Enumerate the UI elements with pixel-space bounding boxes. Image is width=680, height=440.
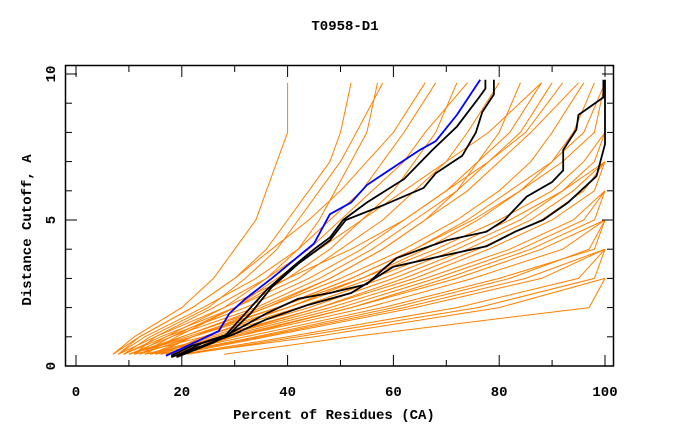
- series-line-highlight-2: [176, 79, 495, 357]
- y-tick-label: 5: [44, 216, 60, 224]
- series-line-other-23: [155, 161, 606, 355]
- x-tick-label: 0: [72, 385, 80, 401]
- series-line-other-20: [112, 82, 289, 355]
- series-line-other-8: [181, 248, 606, 355]
- series-line-other-37: [155, 82, 606, 355]
- series-line-other-24: [171, 190, 606, 355]
- series-line-other-30: [176, 248, 606, 355]
- x-tick-label: 20: [173, 385, 190, 401]
- plot-frame: [64, 64, 615, 367]
- series-line-other-14: [165, 219, 606, 355]
- axis-ticks: 0 20 40 60 80 100 0 5 10: [44, 66, 618, 401]
- y-tick-label: 10: [44, 66, 60, 83]
- series-line-highlight-1: [170, 79, 487, 357]
- series-line-other-33: [133, 82, 468, 355]
- series-line-other-11: [134, 132, 606, 355]
- x-tick-label: 80: [491, 385, 508, 401]
- series-line-other-21: [144, 82, 542, 355]
- chart-title: T0958-D1: [311, 19, 378, 35]
- x-tick-label: 40: [279, 385, 296, 401]
- y-tick-label: 0: [44, 362, 60, 370]
- series-line-other-0: [118, 82, 564, 355]
- series-line-other-9: [160, 219, 606, 355]
- series-line-other-19: [133, 82, 378, 355]
- series-line-other-35: [165, 161, 606, 355]
- series-line-other-34: [128, 132, 606, 355]
- x-tick-label: 100: [592, 385, 617, 401]
- series-line-other-26: [123, 82, 542, 355]
- series-line-highlight-4: [170, 79, 606, 359]
- series-line-highlight-0: [165, 79, 481, 357]
- x-tick-label: 60: [385, 385, 402, 401]
- series-line-other-12: [181, 277, 606, 355]
- series-line-other-31: [187, 249, 606, 355]
- series-line-other-3: [123, 82, 384, 355]
- series-line-highlight-3: [176, 79, 605, 359]
- series-line-other-27: [149, 82, 521, 355]
- series-line-other-36: [117, 82, 352, 355]
- series-line-other-16: [128, 82, 553, 355]
- series-line-other-17: [123, 82, 500, 355]
- series-line-other-13: [224, 278, 606, 355]
- series-line-other-18: [118, 82, 437, 355]
- x-axis-label: Percent of Residues (CA): [233, 408, 435, 424]
- plot-lines: [112, 79, 606, 359]
- y-axis-label: Distance Cutoff, A: [20, 154, 36, 306]
- series-line-other-28: [160, 82, 595, 355]
- series-line-other-7: [171, 248, 606, 355]
